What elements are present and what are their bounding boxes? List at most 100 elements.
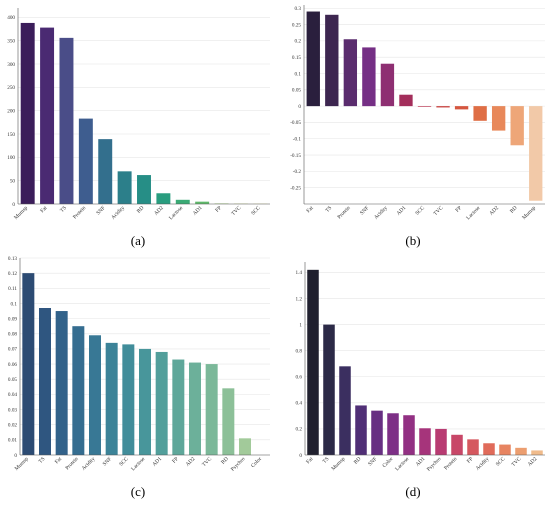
- y-tick-label: 0.25: [292, 22, 301, 28]
- bar-mumsp: [20, 22, 35, 204]
- x-tick-label: TVC: [230, 205, 242, 217]
- caption-c: (c): [118, 484, 158, 500]
- y-tick-label: 0.2: [296, 427, 303, 433]
- x-tick-label: RD: [509, 205, 519, 215]
- y-tick-label: 0.13: [8, 256, 17, 262]
- caption-b: (b): [393, 233, 433, 249]
- y-tick-label: 0.1: [295, 71, 302, 77]
- bar-tvc: [515, 447, 527, 455]
- bar-protein: [343, 39, 358, 107]
- x-tick-label: SNF: [359, 205, 370, 216]
- bar-ad1: [195, 201, 210, 204]
- y-tick-label: -0.1: [293, 137, 302, 143]
- bar-chart-d: 0 0.2 0.4 0.6 0.8 1 1.2 1.4 Fat TS Mumsp RD SNF Color…: [296, 262, 545, 473]
- caption-a: (a): [118, 233, 158, 249]
- y-tick-label: 150: [7, 132, 15, 138]
- x-tick-label: Fat: [306, 205, 315, 214]
- y-tick-label: 0.05: [8, 377, 17, 383]
- bar-tvc: [205, 364, 218, 455]
- y-tick-label: 0.3: [295, 6, 302, 12]
- x-tick-label: Protein: [443, 456, 458, 471]
- x-tick-label: Psychro: [230, 456, 247, 473]
- caption-d-text: (d): [405, 484, 421, 499]
- y-tick-label: 0.15: [292, 55, 301, 61]
- y-tick-label: 0.4: [296, 401, 303, 407]
- x-tick-label: RD: [353, 456, 363, 466]
- y-tick-label: 0.12: [8, 271, 17, 277]
- x-tick-label: SNF: [95, 205, 106, 216]
- y-tick-label: 0: [14, 453, 17, 459]
- y-tick-label: 0: [298, 104, 301, 110]
- x-tick-label: Lactose: [394, 456, 411, 473]
- bar-rd: [137, 175, 151, 204]
- bar-mumsp: [22, 273, 35, 455]
- chart-panel-d: 0 0.2 0.4 0.6 0.8 1 1.2 1.4 Fat TS Mumsp RD SNF Color…: [275, 256, 550, 484]
- x-tick-label: Acidity: [373, 205, 389, 221]
- y-tick-label: 400: [7, 15, 15, 21]
- x-tick-label: SCC: [118, 456, 130, 468]
- y-tick-label: 1.2: [296, 296, 303, 302]
- y-tick-label: -0.25: [290, 185, 301, 191]
- bar-acidity: [117, 171, 132, 204]
- bar-ad2: [531, 450, 543, 455]
- bar-ad2: [156, 193, 171, 204]
- bar-ts: [39, 308, 51, 455]
- x-tick-label: Color: [381, 456, 394, 469]
- bar-fp: [172, 359, 185, 455]
- chart-panel-b: -0.25 -0.2 -0.15 -0.1 -0.05 0 0.05 0.1 0.15 0.2 0.…: [275, 0, 550, 228]
- y-tick-label: -0.05: [290, 120, 301, 126]
- bar-mumsp: [529, 106, 543, 201]
- bar-fat: [40, 27, 55, 204]
- x-tick-label: RD: [136, 205, 146, 215]
- bar-lactose: [473, 106, 487, 121]
- x-tick-label: Color: [250, 456, 263, 469]
- caption-c-text: (c): [130, 484, 146, 499]
- bar-chart-c: 0 0.01 0.02 0.03 0.04 0.05 0.06 0.07 0.08 0.09 0.1…: [8, 256, 270, 473]
- bar-psychro: [435, 428, 447, 455]
- y-tick-label: 0.02: [8, 422, 17, 428]
- bar-ts: [59, 37, 74, 204]
- caption-a-text: (a): [130, 233, 146, 248]
- bar-color: [387, 413, 399, 455]
- bar-ad1: [399, 94, 413, 107]
- x-tick-label: Protein: [337, 205, 352, 220]
- x-tick-label: Lactose: [130, 456, 147, 473]
- bar-tvc: [436, 106, 450, 108]
- caption-d: (d): [393, 484, 433, 500]
- y-tick-label: 0.07: [8, 347, 17, 353]
- x-tick-label: Protein: [64, 456, 79, 471]
- x-tick-label: TS: [59, 205, 68, 214]
- y-tick-label: -0.2: [293, 169, 302, 175]
- bar-rd: [510, 106, 524, 146]
- y-tick-label: 1: [299, 322, 302, 328]
- caption-b-text: (b): [405, 233, 421, 248]
- x-tick-label: AD2: [488, 205, 500, 217]
- x-tick-label: AD2: [527, 456, 539, 468]
- x-tick-label: Lactose: [168, 205, 185, 222]
- x-tick-label: AD1: [415, 456, 427, 468]
- y-tick-label: 350: [7, 38, 15, 44]
- bar-chart-a: 0 50 100 150 200 250 300 350 400 Mumsp Fat TS Protei…: [7, 8, 270, 222]
- y-tick-label: -0.15: [290, 153, 301, 159]
- x-tick-label: AD2: [185, 456, 197, 468]
- x-tick-label: AD1: [192, 205, 204, 217]
- bar-ad2: [491, 106, 506, 131]
- y-tick-label: 300: [7, 62, 15, 68]
- bar-lactose: [139, 348, 151, 455]
- x-tick-label: TS: [38, 456, 47, 465]
- bar-acidity: [483, 443, 495, 455]
- bar-snf: [98, 139, 113, 204]
- x-tick-label: AD2: [153, 205, 165, 217]
- bar-ts: [325, 14, 339, 107]
- x-tick-label: FP: [214, 205, 222, 213]
- y-tick-label: 0: [299, 453, 302, 459]
- y-tick-label: 250: [7, 85, 15, 91]
- x-tick-label: FP: [466, 456, 474, 464]
- bar-acidity: [89, 335, 101, 455]
- y-tick-label: 100: [7, 155, 15, 161]
- y-tick-label: 0.8: [296, 348, 303, 354]
- x-tick-label: Acidity: [81, 456, 97, 472]
- x-tick-label: Psychro: [426, 456, 443, 473]
- x-tick-label: SNF: [367, 456, 378, 467]
- x-tick-label: Mumsp: [13, 205, 29, 221]
